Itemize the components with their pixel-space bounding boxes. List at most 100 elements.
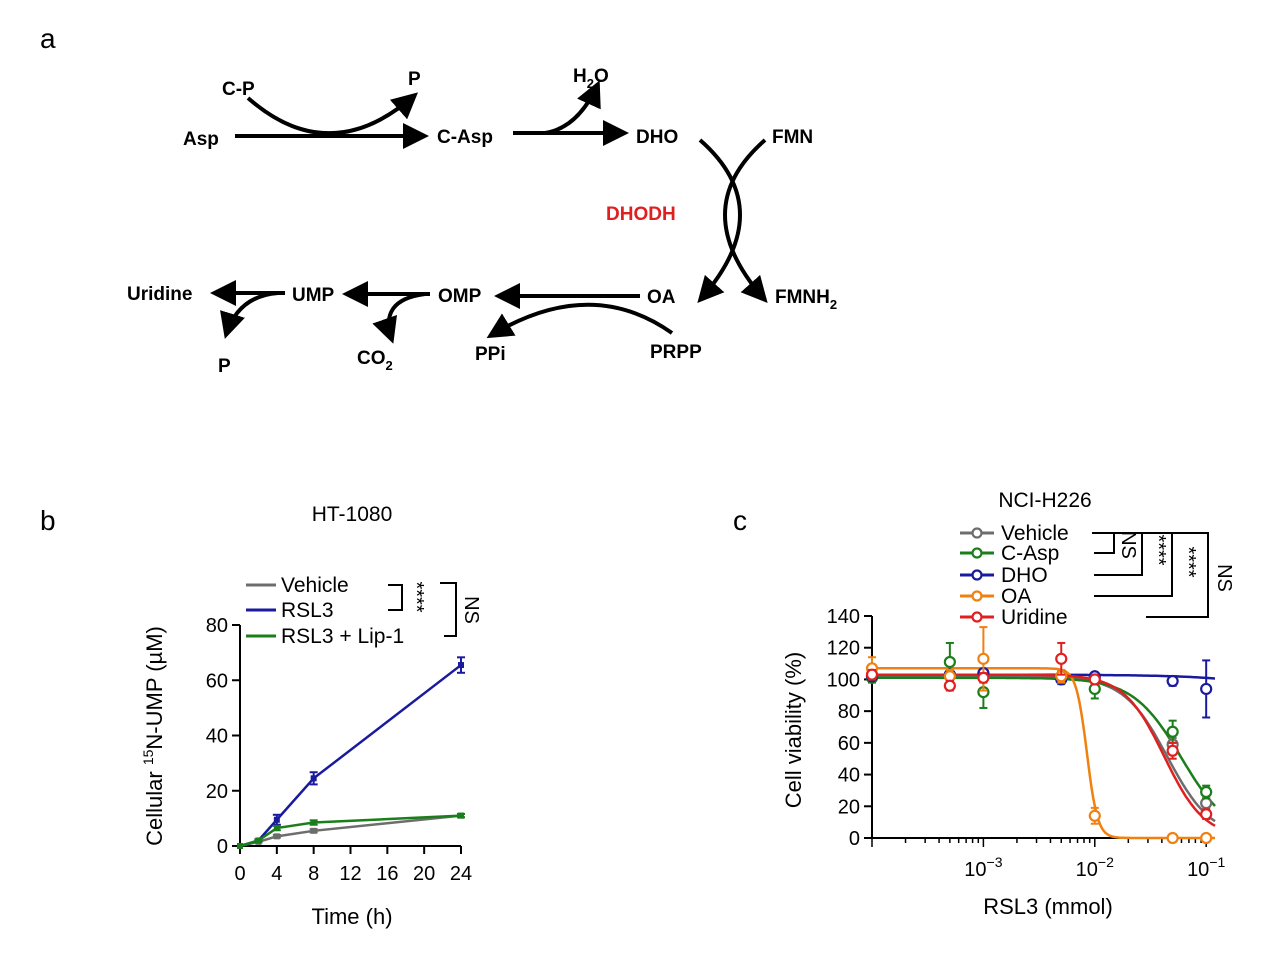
sig-label: **** [405, 581, 427, 612]
data-point [1166, 831, 1179, 845]
data-point [943, 655, 956, 669]
legend-label: Vehicle [281, 574, 349, 597]
arrow-co2 [372, 292, 426, 344]
arrow-h2o [544, 80, 601, 135]
arrow-cp-p [246, 92, 419, 136]
panel-label-b: b [40, 505, 56, 536]
arrow-dho-oa [697, 138, 742, 303]
data-point [273, 816, 280, 823]
data-point [1166, 744, 1179, 757]
data-point [310, 775, 317, 782]
y-axis-label: Cellular 15N-UMP (µM) [140, 626, 167, 846]
data-point [977, 671, 990, 684]
y-tick-label: 0 [849, 828, 860, 850]
x-tick-label: 10−1 [1187, 854, 1225, 881]
y-tick-label: 120 [827, 638, 860, 660]
data-point [458, 662, 464, 669]
sig-label: NS [1213, 564, 1235, 592]
data-point [1166, 674, 1179, 688]
node-co2: CO2 [357, 348, 393, 373]
x-tick-label: 12 [339, 863, 361, 885]
data-point [310, 819, 317, 826]
x-tick-label: 20 [413, 863, 435, 885]
node-ump: UMP [292, 285, 335, 306]
y-tick-label: 40 [838, 765, 860, 787]
pathway-diagram: C-P P Asp C-Asp H2O DHO FMN DHODH FMNH2 … [127, 66, 837, 377]
legend-label: Vehicle [1001, 522, 1069, 545]
fit-curve-4 [872, 673, 1216, 827]
sig-label: **** [1177, 546, 1199, 577]
node-oa: OA [647, 287, 676, 308]
enzyme-dhodh: DHODH [606, 204, 676, 225]
chart-title: HT-1080 [312, 503, 393, 526]
data-point [310, 827, 317, 834]
legend-marker [971, 590, 983, 602]
legend-marker [971, 527, 983, 539]
data-point [1088, 673, 1101, 686]
x-axis-label: Time (h) [311, 904, 392, 929]
y-tick-label: 20 [838, 796, 860, 818]
y-tick-label: 80 [206, 615, 228, 637]
chart-ht1080: HT-1080 0 20 40 60 80 0 4 8 12 16 20 24 Time (h) Cellu… [140, 503, 482, 929]
data-point [1088, 809, 1101, 822]
sig-label: **** [1147, 534, 1169, 565]
y-tick-label: 60 [838, 733, 860, 755]
data-point [237, 843, 243, 849]
arrow-fmn-fmnh2 [723, 138, 768, 303]
data-point [273, 825, 280, 832]
sig-label: NS [1117, 531, 1139, 559]
chart-nci-h226: NCI-H226 0 20 40 60 80 100 120 140 10−3 10−2 10−1 RS… [781, 489, 1235, 919]
x-tick-label: 16 [376, 863, 398, 885]
x-tick-label: 10−3 [964, 854, 1002, 881]
sig-label: NS [460, 596, 482, 624]
panel-label-a: a [40, 23, 56, 54]
chart-title: NCI-H226 [998, 489, 1091, 512]
x-tick-label: 0 [234, 863, 245, 885]
node-ppi: PPi [475, 344, 506, 365]
y-tick-label: 100 [827, 669, 860, 691]
legend-label: OA [1001, 585, 1031, 608]
legend-label: DHO [1001, 564, 1048, 587]
node-omp: OMP [438, 286, 482, 307]
data-point [1055, 652, 1068, 665]
y-tick-label: 0 [217, 836, 228, 858]
legend-marker [971, 547, 983, 559]
sig-bracket [388, 584, 403, 611]
y-tick-label: 60 [206, 670, 228, 692]
fit-curve-3 [872, 667, 1215, 840]
y-tick-label: 40 [206, 726, 228, 748]
node-casp: C-Asp [437, 127, 493, 148]
y-tick-label: 20 [206, 781, 228, 803]
y-axis-label: Cell viability (%) [781, 652, 806, 808]
sig-bracket [1146, 532, 1209, 618]
node-p2: P [218, 356, 231, 377]
node-asp: Asp [183, 129, 219, 150]
data-point [273, 833, 280, 840]
y-tick-label: 140 [827, 606, 860, 628]
sig-bracket [440, 582, 457, 637]
panel-label-c: c [733, 505, 747, 536]
arrow-p2 [220, 291, 279, 339]
arrow-prpp-ppi [486, 302, 674, 339]
node-h2o: H2O [573, 66, 609, 91]
legend-label: RSL3 [281, 599, 334, 622]
x-tick-label: 10−2 [1076, 854, 1114, 881]
y-tick-label: 80 [838, 701, 860, 723]
legend-label: RSL3 + Lip-1 [281, 625, 404, 648]
node-prpp: PRPP [650, 342, 702, 363]
data-point [458, 812, 464, 819]
data-point [1200, 682, 1213, 696]
fit-curve-1 [872, 676, 1216, 807]
node-cp: C-P [222, 79, 255, 100]
x-axis-label: RSL3 (mmol) [983, 894, 1113, 919]
data-point [1200, 797, 1213, 810]
x-tick-label: 8 [308, 863, 319, 885]
node-p1: P [408, 69, 421, 90]
x-tick-label: 4 [271, 863, 282, 885]
x-tick-label: 24 [450, 863, 472, 885]
data-point [1200, 808, 1213, 821]
sig-bracket [1094, 532, 1173, 597]
node-uridine: Uridine [127, 284, 192, 305]
fit-curve-0 [872, 675, 1216, 823]
data-point [943, 679, 956, 692]
